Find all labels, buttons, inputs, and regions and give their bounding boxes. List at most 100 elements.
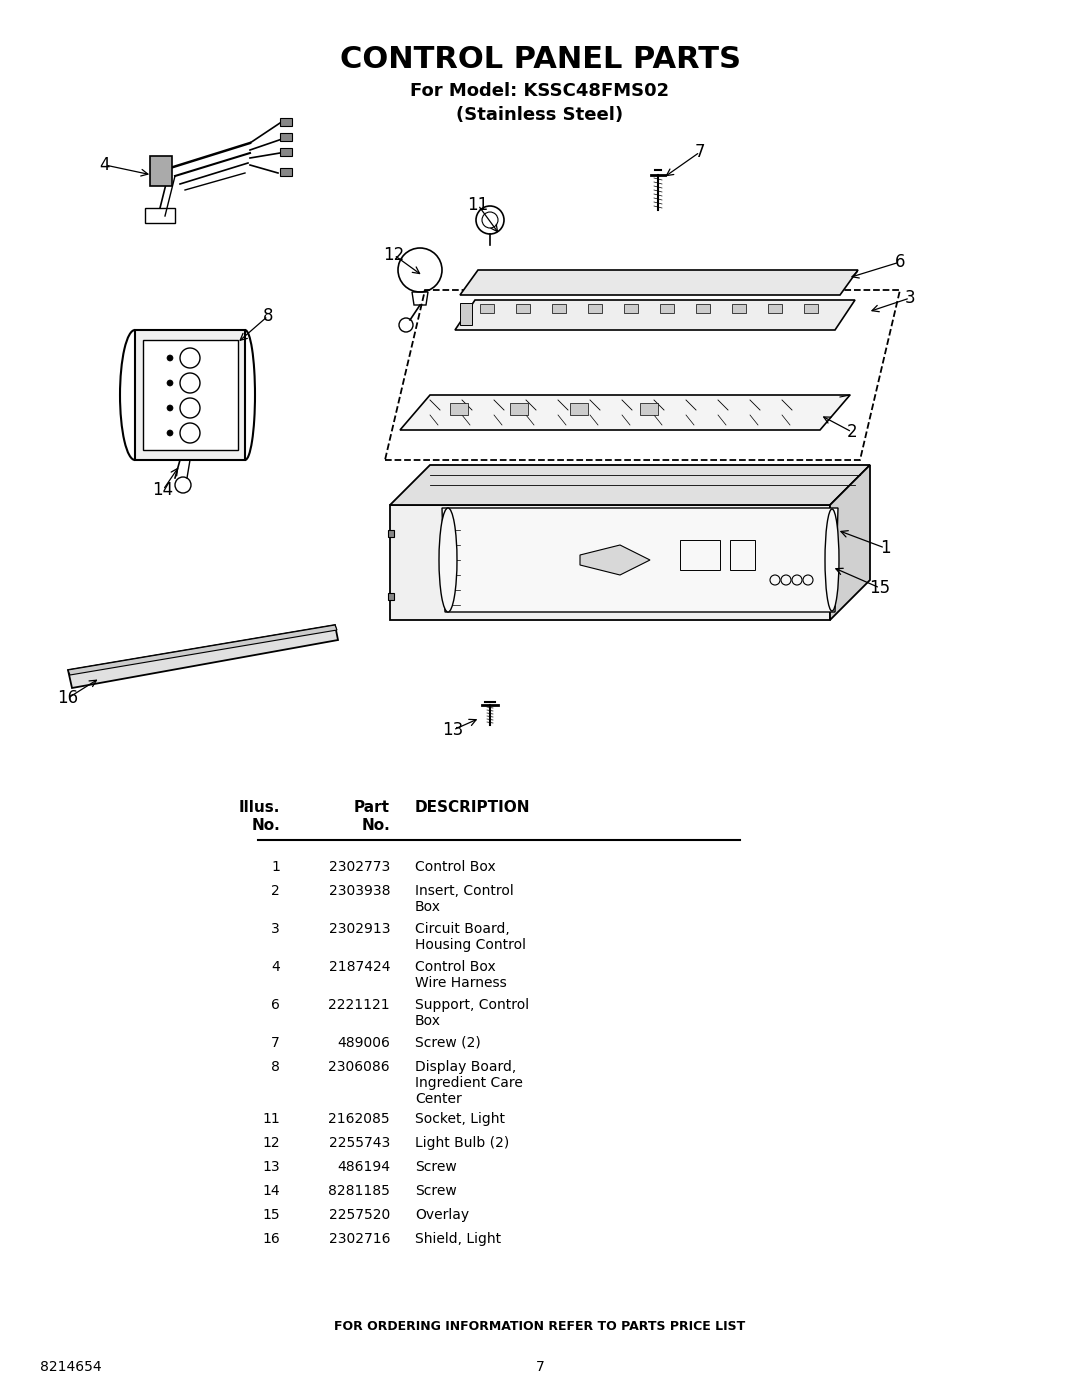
Polygon shape — [442, 509, 838, 612]
Text: 3: 3 — [271, 922, 280, 936]
Text: 15: 15 — [869, 578, 891, 597]
Bar — [145, 208, 175, 224]
Circle shape — [167, 355, 173, 360]
Text: 2257520: 2257520 — [328, 1208, 390, 1222]
Polygon shape — [388, 529, 394, 536]
Text: Screw: Screw — [415, 1185, 457, 1199]
Text: Display Board,
Ingredient Care
Center: Display Board, Ingredient Care Center — [415, 1060, 523, 1106]
Bar — [660, 305, 674, 313]
Bar — [280, 148, 292, 156]
Bar — [280, 117, 292, 126]
Polygon shape — [460, 270, 858, 295]
Bar — [696, 305, 710, 313]
Text: 6: 6 — [271, 997, 280, 1011]
Polygon shape — [831, 465, 870, 620]
Text: 486194: 486194 — [337, 1160, 390, 1173]
Text: Part: Part — [354, 800, 390, 814]
Text: CONTROL PANEL PARTS: CONTROL PANEL PARTS — [339, 45, 741, 74]
Bar — [150, 156, 172, 186]
Text: FOR ORDERING INFORMATION REFER TO PARTS PRICE LIST: FOR ORDERING INFORMATION REFER TO PARTS … — [335, 1320, 745, 1333]
Text: Insert, Control
Box: Insert, Control Box — [415, 884, 514, 914]
Circle shape — [167, 380, 173, 386]
Text: 4: 4 — [271, 960, 280, 974]
Text: 8281185: 8281185 — [328, 1185, 390, 1199]
Bar — [570, 402, 588, 415]
Bar — [450, 402, 468, 415]
Bar — [460, 303, 472, 326]
Text: 7: 7 — [694, 142, 705, 161]
Text: 16: 16 — [262, 1232, 280, 1246]
Text: 13: 13 — [443, 721, 463, 739]
Text: 489006: 489006 — [337, 1037, 390, 1051]
Text: DESCRIPTION: DESCRIPTION — [415, 800, 530, 814]
Text: 14: 14 — [262, 1185, 280, 1199]
Text: Shield, Light: Shield, Light — [415, 1232, 501, 1246]
Text: 7: 7 — [536, 1361, 544, 1375]
Bar — [730, 541, 755, 570]
Text: Socket, Light: Socket, Light — [415, 1112, 505, 1126]
Polygon shape — [390, 465, 870, 504]
Text: 2187424: 2187424 — [328, 960, 390, 974]
Text: 3: 3 — [905, 289, 916, 307]
Text: Circuit Board,
Housing Control: Circuit Board, Housing Control — [415, 922, 526, 953]
Text: Screw: Screw — [415, 1160, 457, 1173]
Polygon shape — [388, 592, 394, 599]
Bar — [480, 305, 494, 313]
Text: 2302913: 2302913 — [328, 922, 390, 936]
Text: 16: 16 — [57, 689, 79, 707]
Text: 4: 4 — [99, 156, 110, 175]
Bar — [624, 305, 638, 313]
Polygon shape — [68, 624, 338, 687]
Text: Overlay: Overlay — [415, 1208, 469, 1222]
Text: 2303938: 2303938 — [328, 884, 390, 898]
Text: 8: 8 — [262, 307, 273, 326]
Bar — [588, 305, 602, 313]
Polygon shape — [455, 300, 855, 330]
Text: Control Box: Control Box — [415, 861, 496, 875]
Bar — [280, 168, 292, 176]
Bar — [768, 305, 782, 313]
Text: 7: 7 — [271, 1037, 280, 1051]
Text: 6: 6 — [894, 253, 905, 271]
Text: Support, Control
Box: Support, Control Box — [415, 997, 529, 1028]
Text: 2: 2 — [271, 884, 280, 898]
Circle shape — [167, 430, 173, 436]
Bar — [732, 305, 746, 313]
Bar — [516, 305, 530, 313]
Ellipse shape — [825, 509, 839, 610]
Text: 2306086: 2306086 — [328, 1060, 390, 1074]
Polygon shape — [580, 545, 650, 576]
Text: Light Bulb (2): Light Bulb (2) — [415, 1136, 510, 1150]
Text: 8: 8 — [271, 1060, 280, 1074]
Text: Illus.: Illus. — [239, 800, 280, 814]
Text: For Model: KSSC48FMS02: For Model: KSSC48FMS02 — [410, 82, 670, 101]
Text: 13: 13 — [262, 1160, 280, 1173]
Bar — [640, 402, 658, 415]
Bar — [552, 305, 566, 313]
Text: 12: 12 — [383, 246, 405, 264]
Text: 2302773: 2302773 — [328, 861, 390, 875]
Text: 1: 1 — [880, 539, 890, 557]
Bar — [143, 339, 238, 450]
Text: Control Box
Wire Harness: Control Box Wire Harness — [415, 960, 507, 990]
Text: 2221121: 2221121 — [328, 997, 390, 1011]
Text: 8214654: 8214654 — [40, 1361, 102, 1375]
Bar — [510, 402, 528, 415]
Text: (Stainless Steel): (Stainless Steel) — [457, 106, 623, 124]
Bar — [804, 305, 818, 313]
Polygon shape — [135, 330, 245, 460]
Bar — [680, 541, 720, 570]
Text: 2162085: 2162085 — [328, 1112, 390, 1126]
Bar — [280, 133, 292, 141]
Text: 2255743: 2255743 — [328, 1136, 390, 1150]
Text: 12: 12 — [262, 1136, 280, 1150]
Polygon shape — [400, 395, 850, 430]
Text: 14: 14 — [152, 481, 174, 499]
Circle shape — [167, 405, 173, 411]
Text: Screw (2): Screw (2) — [415, 1037, 481, 1051]
Text: 2: 2 — [847, 423, 858, 441]
Text: No.: No. — [361, 819, 390, 833]
Text: 11: 11 — [468, 196, 488, 214]
Text: No.: No. — [252, 819, 280, 833]
Text: 15: 15 — [262, 1208, 280, 1222]
